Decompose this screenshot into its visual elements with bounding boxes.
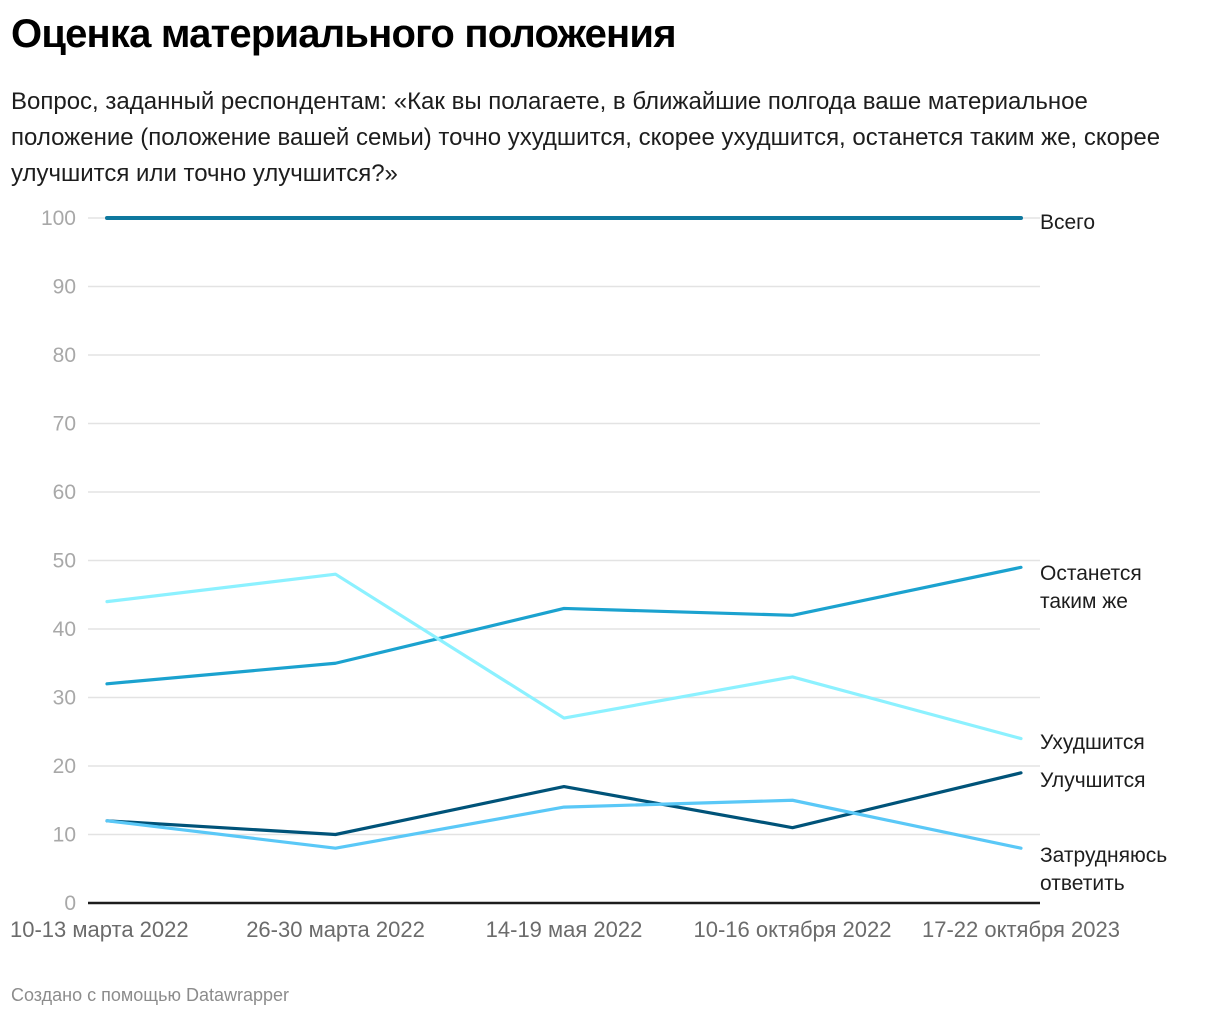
series-label: таким же: [1040, 590, 1128, 613]
y-tick-label: 90: [53, 276, 76, 299]
y-tick-label: 40: [53, 618, 76, 641]
y-tick-label: 80: [53, 344, 76, 367]
x-tick-label: 17-22 октября 2023: [922, 917, 1120, 942]
y-axis-ticks: 0 10 20 30 40 50 60 70 80 90 100: [41, 207, 76, 915]
y-tick-label: 50: [53, 550, 76, 573]
series-line: [105, 572, 1023, 741]
series-line: [105, 565, 1023, 686]
series-label: Улучшится: [1040, 769, 1145, 792]
y-tick-label: 70: [53, 413, 76, 436]
series-line: [105, 771, 1023, 837]
y-tick-label: 30: [53, 687, 76, 710]
line-chart: 0 10 20 30 40 50 60 70 80 90 100 10-13 марта 2022 2…: [10, 207, 1167, 942]
y-tick-label: 60: [53, 481, 76, 504]
y-tick-label: 100: [41, 207, 76, 230]
x-axis-ticks: 10-13 марта 2022 26-30 марта 2022 14-19 ма…: [10, 917, 1120, 942]
series-label: Всего: [1040, 211, 1095, 234]
series-labels: Всего Останется таким же Ухудшится Улучшится…: [1040, 211, 1167, 895]
series-lines: [105, 216, 1023, 850]
x-tick-label: 10-13 марта 2022: [10, 917, 189, 942]
series-line: [105, 798, 1023, 850]
x-tick-label: 14-19 мая 2022: [486, 917, 643, 942]
chart-title: Оценка материального положения: [11, 12, 677, 56]
x-tick-label: 26-30 марта 2022: [246, 917, 425, 942]
chart-subtitle: Вопрос, заданный респондентам: «Как вы п…: [11, 88, 1161, 187]
y-tick-label: 20: [53, 755, 76, 778]
gridlines: [88, 217, 1040, 905]
credit-footer: Создано с помощью Datawrapper: [11, 985, 290, 1005]
y-tick-label: 0: [64, 892, 76, 915]
x-tick-label: 10-16 октября 2022: [693, 917, 891, 942]
series-label: Ухудшится: [1040, 731, 1145, 754]
series-label: Затрудняюсь: [1040, 844, 1167, 867]
series-label: ответить: [1040, 872, 1125, 895]
series-label: Останется: [1040, 562, 1142, 585]
y-tick-label: 10: [53, 824, 76, 847]
